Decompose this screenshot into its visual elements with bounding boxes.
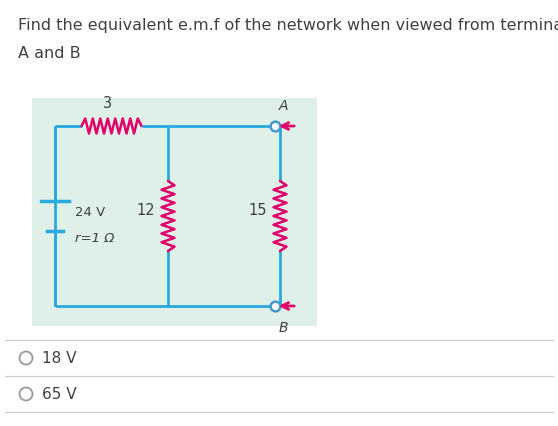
Text: B: B [279,320,288,334]
Text: 15: 15 [248,203,267,218]
Text: 65 V: 65 V [42,386,76,402]
Text: A: A [279,99,288,113]
Text: r=1 Ω: r=1 Ω [75,232,114,245]
Text: 24 V: 24 V [75,206,105,219]
Text: 3: 3 [103,96,112,111]
Text: Find the equivalent e.m.f of the network when viewed from terminals: Find the equivalent e.m.f of the network… [18,18,558,33]
Text: 18 V: 18 V [42,351,76,366]
Text: A and B: A and B [18,46,80,61]
Text: 12: 12 [136,203,155,218]
Bar [32,99,317,326]
